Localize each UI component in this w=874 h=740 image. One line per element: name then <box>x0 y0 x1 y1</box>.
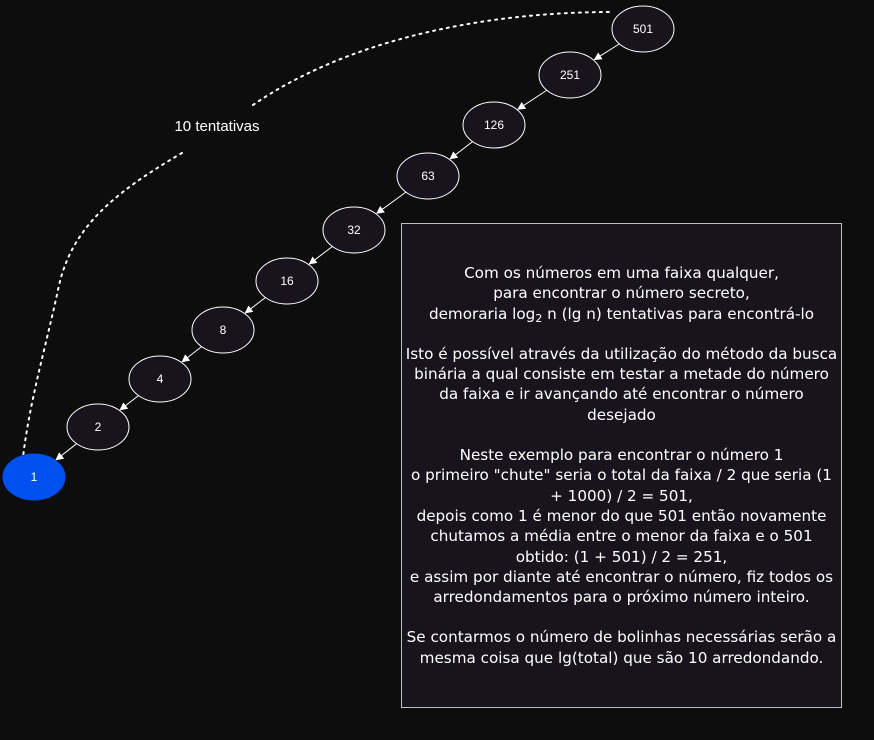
node-8: 8 <box>191 306 255 354</box>
node-ellipse <box>396 152 460 200</box>
arrow-126-to-63 <box>449 141 473 160</box>
paragraph-conclusion: Se contarmos o número de bolinhas necess… <box>406 628 837 667</box>
example-line-2: o primeiro "chute" seria o total da faix… <box>411 466 832 505</box>
node-label: 8 <box>220 323 227 337</box>
target-node-1: 1 <box>2 453 66 501</box>
arrow-2-to-1 <box>55 443 77 461</box>
node-ellipse <box>611 5 675 53</box>
arrow-32-to-16 <box>308 246 333 265</box>
node-2: 2 <box>66 403 130 451</box>
attempts-label: 10 tentativas <box>174 118 259 135</box>
node-label: 1 <box>31 470 38 484</box>
example-line-1: Neste exemplo para encontrar o número 1 <box>459 446 784 465</box>
node-ellipse <box>128 355 192 403</box>
node-label: 32 <box>347 223 361 237</box>
intro-line-3-start: demoraria log <box>428 304 536 323</box>
node-4: 4 <box>128 355 192 403</box>
intro-line-3-end: n (lg n) tentativas para encontrá-lo <box>542 304 815 323</box>
node-16: 16 <box>255 257 319 305</box>
attempts-bracket-upper <box>252 11 613 106</box>
node-126: 126 <box>462 101 526 149</box>
intro-line-2: para encontrar o número secreto, <box>493 284 750 303</box>
intro-line-1: Com os números em uma faixa qualquer, <box>464 263 779 282</box>
node-label: 126 <box>484 118 504 132</box>
node-32: 32 <box>322 206 386 254</box>
explanation-box: Com os números em uma faixa qualquer, pa… <box>401 223 842 708</box>
arrow-16-to-8 <box>244 297 266 314</box>
arrow-4-to-2 <box>119 395 139 411</box>
node-label: 4 <box>157 372 164 386</box>
example-line-3: depois como 1 é menor do que 501 então n… <box>416 506 827 566</box>
node-ellipse <box>538 51 602 99</box>
node-label: 501 <box>633 22 653 36</box>
arrow-63-to-32 <box>376 191 407 214</box>
node-label: 251 <box>560 68 580 82</box>
node-63: 63 <box>396 152 460 200</box>
paragraph-example: Neste exemplo para encontrar o número 1 … <box>404 445 839 607</box>
node-label: 63 <box>421 169 435 183</box>
arrow-8-to-4 <box>181 346 202 363</box>
node-ellipse <box>2 453 66 501</box>
node-ellipse <box>462 101 526 149</box>
node-501: 501 <box>611 5 675 53</box>
node-ellipse <box>255 257 319 305</box>
node-251: 251 <box>538 51 602 99</box>
node-group: 501 251 126 63 32 16 8 4 2 1 <box>2 5 675 501</box>
arrow-501-to-251 <box>593 43 620 61</box>
arrow-group <box>55 43 620 461</box>
node-label: 2 <box>95 420 102 434</box>
paragraph-intro: Com os números em uma faixa qualquer, pa… <box>404 263 839 324</box>
node-ellipse <box>191 306 255 354</box>
paragraph-method: Isto é possível através da utilização do… <box>405 344 838 424</box>
example-line-4: e assim por diante até encontrar o númer… <box>409 567 834 607</box>
node-label: 16 <box>280 274 294 288</box>
attempts-bracket-lower <box>22 152 183 458</box>
node-ellipse <box>66 403 130 451</box>
log-base-subscript: 2 <box>535 311 543 325</box>
node-ellipse <box>322 206 386 254</box>
arrow-251-to-126 <box>517 89 548 110</box>
